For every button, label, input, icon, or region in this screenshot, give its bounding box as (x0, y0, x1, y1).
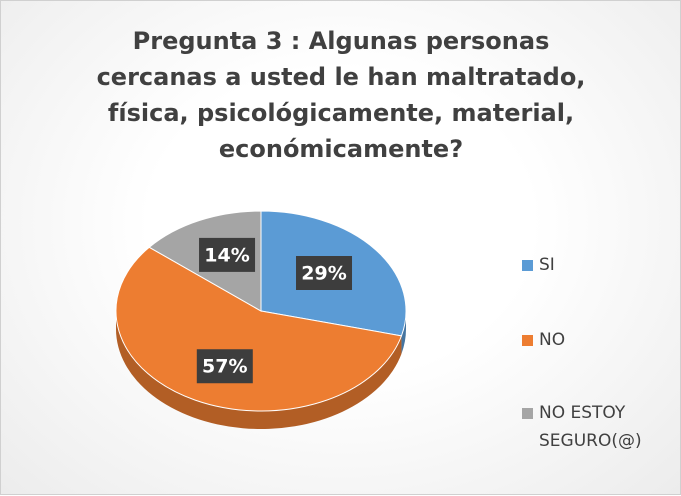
legend-swatch (522, 260, 533, 271)
legend-label: SI (539, 255, 555, 275)
label-box (196, 349, 253, 384)
data-label: 29% (301, 262, 346, 284)
label-box (296, 255, 353, 290)
legend-swatch (522, 335, 533, 346)
pie-slice-side (401, 311, 406, 354)
label-box (199, 237, 256, 272)
data-label: 14% (204, 244, 249, 266)
pie-slice (115, 246, 403, 412)
pie-slice-side (116, 311, 402, 430)
legend-label: NO ESTOY SEGURO(@) (539, 403, 642, 451)
chart-title: Pregunta 3 : Algunas personas cercanas a… (96, 27, 586, 163)
legend-label: NO (539, 330, 566, 350)
data-label: 57% (202, 356, 247, 378)
legend-swatch (522, 408, 533, 419)
